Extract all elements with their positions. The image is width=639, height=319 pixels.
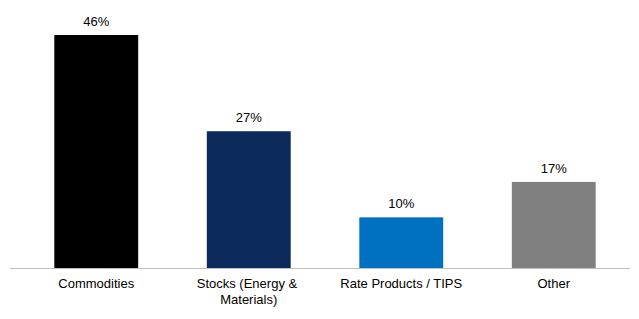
bar [359,217,443,268]
data-label: 17% [541,161,567,176]
tick-label: Commodities [58,276,134,291]
data-label: 27% [236,110,262,125]
x-axis: Commodities Stocks (Energy & Materials) Ra… [10,269,630,307]
data-label: 10% [388,196,414,211]
bar [512,182,596,268]
tick: Commodities [58,276,134,291]
tick-label: Stocks (Energy & Materials) [197,276,301,307]
bar [207,131,291,268]
tick-label: Other [537,276,570,291]
tick-label: Rate Products / TIPS [340,276,462,291]
tick: Other [537,276,570,291]
tick: Stocks (Energy & Materials) [197,276,301,307]
axis-line [10,268,630,269]
chart: 46% 27% 10% 17% Commodities Stocks (Energy & … [0,0,639,319]
tick-label-line: Materials) [220,292,277,307]
data-labels: 46% 27% 10% 17% [83,14,567,211]
tick-label-line: Stocks (Energy & [197,276,301,291]
bars [54,35,595,268]
data-label: 46% [83,14,109,29]
bar [54,35,138,268]
tick: Rate Products / TIPS [340,276,462,291]
